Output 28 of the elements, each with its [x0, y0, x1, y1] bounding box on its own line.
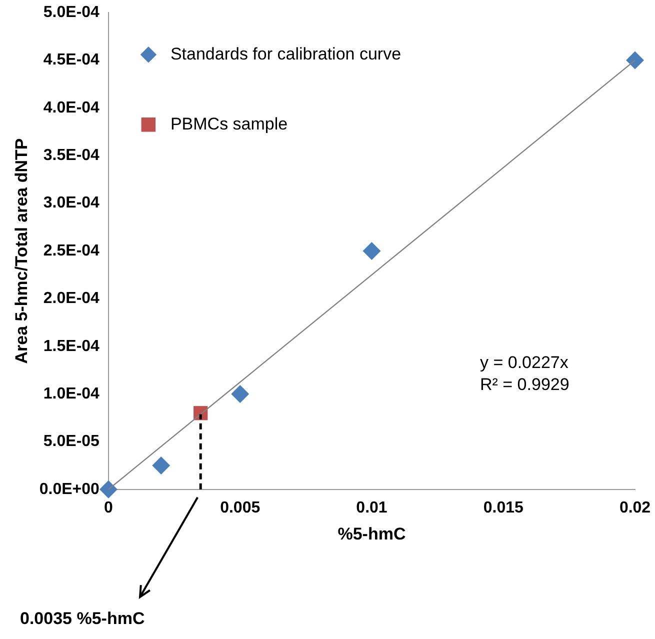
y-tick-label: 4.0E-04 [43, 99, 100, 116]
x-tick-label: 0.02 [619, 499, 651, 516]
y-tick-label: 2.5E-04 [43, 242, 100, 260]
y-tick-label: 3.0E-04 [43, 194, 100, 212]
point [362, 242, 381, 260]
x-tick-label: 0 [104, 499, 113, 516]
y-tick-label: 5.0E-05 [43, 433, 100, 450]
y-tick-label: 3.5E-04 [43, 147, 100, 164]
y-tick-label: 1.5E-04 [43, 338, 100, 355]
point [626, 51, 644, 70]
point [231, 385, 250, 404]
y-tick-label: 1.0E-04 [43, 385, 100, 402]
legend-label: PBMCs sample [170, 114, 288, 134]
text: 0.0035 %5-hmC [20, 609, 145, 629]
x-axis-title: %5-hmC [338, 524, 406, 544]
legend-label: Standards for calibration curve [170, 44, 402, 64]
y-tick-label: 2.0E-04 [43, 290, 100, 308]
y-axis-title: Area 5-hmc/Total area dNTP [12, 138, 31, 364]
annotation: R² = 0.9929 [480, 374, 570, 395]
annotation: y = 0.0227x [480, 352, 568, 373]
point [152, 456, 170, 475]
point [99, 480, 118, 498]
x-tick-label: 0.005 [220, 499, 260, 516]
x-tick-label: 0.01 [356, 499, 388, 516]
x-tick-label: 0.015 [483, 499, 524, 516]
y-tick-label: 4.5E-04 [43, 52, 100, 69]
y-tick-label: 0.0E+00 [39, 480, 100, 498]
y-tick-label: 5.0E-04 [43, 4, 100, 22]
